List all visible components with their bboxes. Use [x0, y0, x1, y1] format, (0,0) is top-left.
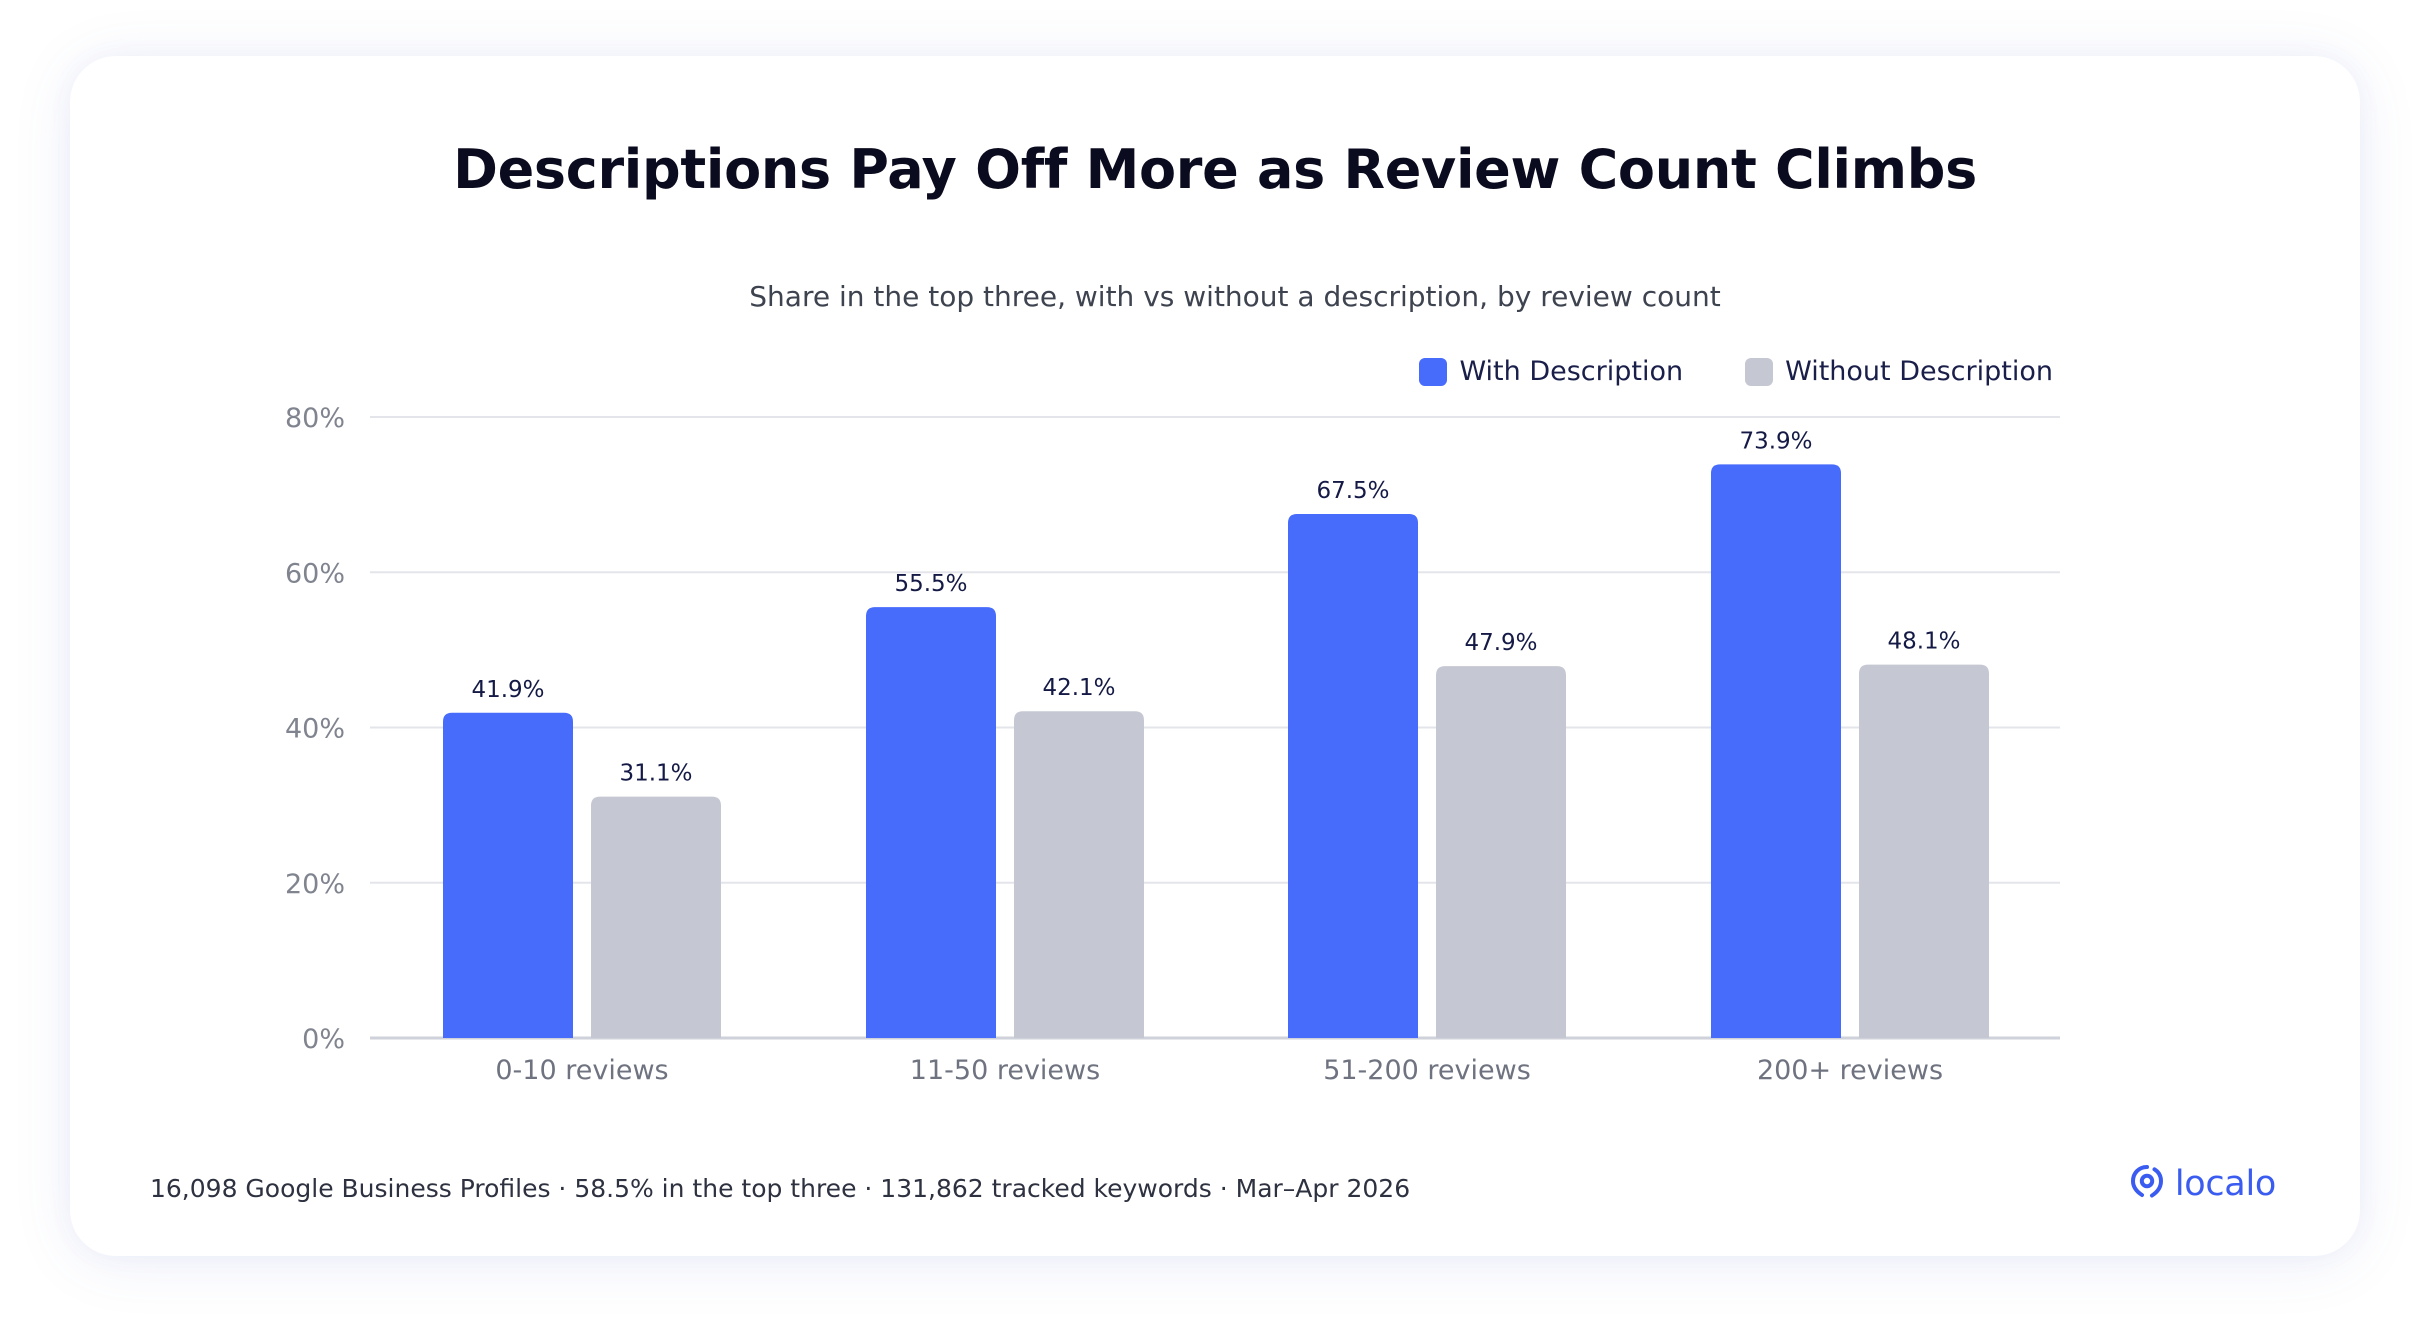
- bar-without-description: [1859, 664, 1989, 1038]
- chart-legend: With Description Without Description: [1357, 356, 2053, 387]
- footnote: 16,098 Google Business Profiles · 58.5% …: [150, 1174, 1411, 1203]
- location-pin-icon: [2127, 1162, 2167, 1206]
- bar-with-description: [1711, 464, 1841, 1038]
- legend-swatch-with-description: [1419, 357, 1448, 386]
- chart-title: Descriptions Pay Off More as Review Coun…: [453, 138, 1977, 201]
- x-tick-label: 11-50 reviews: [910, 1055, 1100, 1086]
- data-label: 73.9%: [1739, 428, 1812, 454]
- data-label: 41.9%: [471, 677, 544, 703]
- bars: [443, 464, 1989, 1038]
- legend-label-with-description: With Description: [1459, 356, 1684, 387]
- y-tick-label: 80%: [285, 403, 345, 434]
- data-label: 42.1%: [1042, 675, 1115, 701]
- brand-logo: localo: [2127, 1162, 2276, 1206]
- data-label: 31.1%: [619, 761, 692, 787]
- bar-with-description: [443, 712, 573, 1038]
- y-axis-ticks: 0% 20% 40% 60% 80%: [285, 403, 345, 1055]
- data-label: 47.9%: [1464, 630, 1537, 656]
- x-tick-label: 200+ reviews: [1757, 1055, 1943, 1086]
- x-tick-label: 0-10 reviews: [495, 1055, 668, 1086]
- chart-card: [70, 56, 2360, 1256]
- x-axis-ticks: 0-10 reviews 11-50 reviews 51-200 reviews 2…: [495, 1055, 1943, 1086]
- data-label: 67.5%: [1316, 478, 1389, 504]
- bar-without-description: [1436, 666, 1566, 1038]
- legend-item-with-description: With Description: [1419, 356, 1683, 387]
- y-tick-label: 60%: [285, 558, 345, 589]
- bar-without-description: [1014, 711, 1144, 1038]
- legend-item-without-description: Without Description: [1745, 356, 2053, 387]
- y-tick-label: 20%: [285, 869, 345, 900]
- data-label: 55.5%: [894, 571, 967, 597]
- brand-name: localo: [2174, 1164, 2276, 1204]
- chart-subtitle: Share in the top three, with vs without …: [749, 280, 1721, 313]
- y-tick-label: 0%: [302, 1024, 345, 1055]
- bar-without-description: [591, 796, 721, 1038]
- data-labels: 41.9% 31.1% 55.5% 42.1% 67.5% 47.9% 73.9% 48.1%: [471, 428, 1960, 786]
- bar-with-description: [1288, 514, 1418, 1038]
- bar-with-description: [866, 607, 996, 1038]
- y-tick-label: 40%: [285, 714, 345, 745]
- data-label: 48.1%: [1887, 629, 1960, 655]
- legend-label-without-description: Without Description: [1785, 356, 2053, 387]
- x-tick-label: 51-200 reviews: [1323, 1055, 1531, 1086]
- legend-swatch-without-description: [1745, 357, 1774, 386]
